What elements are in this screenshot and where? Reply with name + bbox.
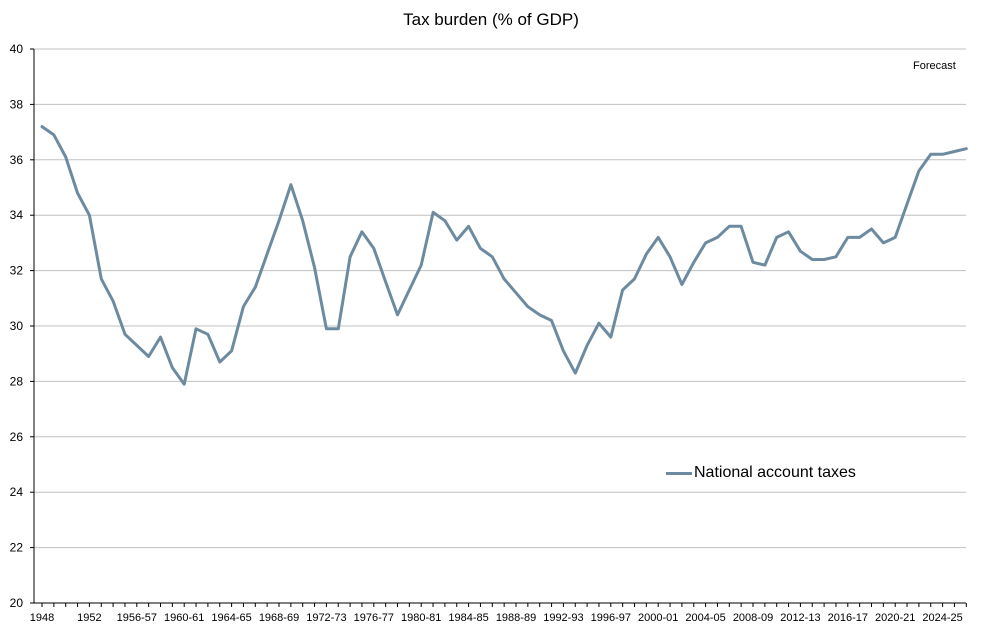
- y-tick-label: 32: [10, 264, 24, 278]
- x-tick-label: 1988-89: [496, 612, 536, 624]
- y-tick-label: 20: [10, 596, 24, 610]
- y-tick-label: 26: [10, 430, 24, 444]
- chart-title: Tax burden (% of GDP): [403, 10, 579, 29]
- x-tick-label: 1952: [77, 612, 101, 624]
- y-tick-label: 24: [10, 485, 24, 499]
- legend-swatch: [666, 471, 692, 475]
- y-tick-label: 34: [10, 208, 24, 222]
- x-tick-label: 2012-13: [780, 612, 820, 624]
- forecast-annotation: Forecast: [913, 60, 956, 72]
- x-tick-label: 1968-69: [259, 612, 299, 624]
- x-tick-label: 1980-81: [401, 612, 441, 624]
- x-tick-label: 1996-97: [591, 612, 631, 624]
- x-tick-label: 1964-65: [211, 612, 251, 624]
- x-tick-label: 2008-09: [733, 612, 773, 624]
- x-tick-label: 1984-85: [448, 612, 488, 624]
- series-line-national-account-taxes: [40, 125, 968, 386]
- legend: National account taxes: [666, 464, 856, 482]
- x-tick-label: 2016-17: [828, 612, 868, 624]
- y-tick-label: 38: [10, 97, 24, 111]
- x-tick-label: 1992-93: [543, 612, 583, 624]
- x-tick-label: 2020-21: [875, 612, 915, 624]
- x-tick-label: 1948: [30, 612, 54, 624]
- y-tick-label: 30: [10, 319, 24, 333]
- x-tick-label: 1956-57: [117, 612, 157, 624]
- y-tick-label: 36: [10, 153, 24, 167]
- x-tick-label: 1972-73: [306, 612, 346, 624]
- x-tick-label: 2024-25: [922, 612, 962, 624]
- x-tick-label: 1960-61: [164, 612, 204, 624]
- legend-label: National account taxes: [694, 464, 856, 481]
- x-tick-label: 2004-05: [685, 612, 725, 624]
- y-tick-label: 28: [10, 374, 24, 388]
- x-tick-label: 2000-01: [638, 612, 678, 624]
- x-tick-label: 1976-77: [354, 612, 394, 624]
- y-tick-label: 40: [10, 42, 24, 56]
- y-tick-label: 22: [10, 541, 24, 555]
